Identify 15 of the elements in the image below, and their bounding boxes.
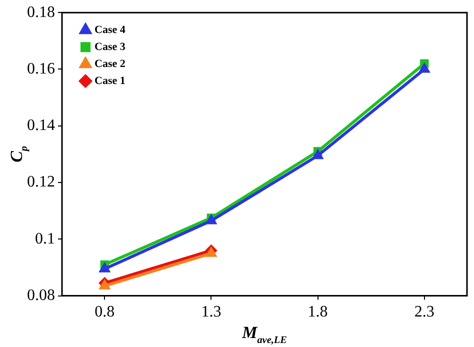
x-tick-label: 1.8 <box>308 304 328 321</box>
y-axis-title: Cp <box>7 146 30 162</box>
y-tick-label: 0.1 <box>35 230 55 248</box>
legend-label: Case 2 <box>94 58 126 70</box>
legend-label: Case 4 <box>94 24 126 36</box>
legend-label: Case 1 <box>94 74 126 87</box>
legend-label: Case 3 <box>94 40 126 53</box>
x-tick-label: 1.3 <box>201 304 222 321</box>
y-tick-label: 0.12 <box>27 174 55 191</box>
x-tick-label: 2.3 <box>414 304 434 321</box>
y-tick-label: 0.14 <box>27 117 55 134</box>
y-tick-label: 0.16 <box>27 60 55 78</box>
y-tick-label: 0.08 <box>27 287 55 304</box>
y-tick-label: 0.18 <box>27 4 55 21</box>
x-tick-label: 0.8 <box>94 304 115 321</box>
